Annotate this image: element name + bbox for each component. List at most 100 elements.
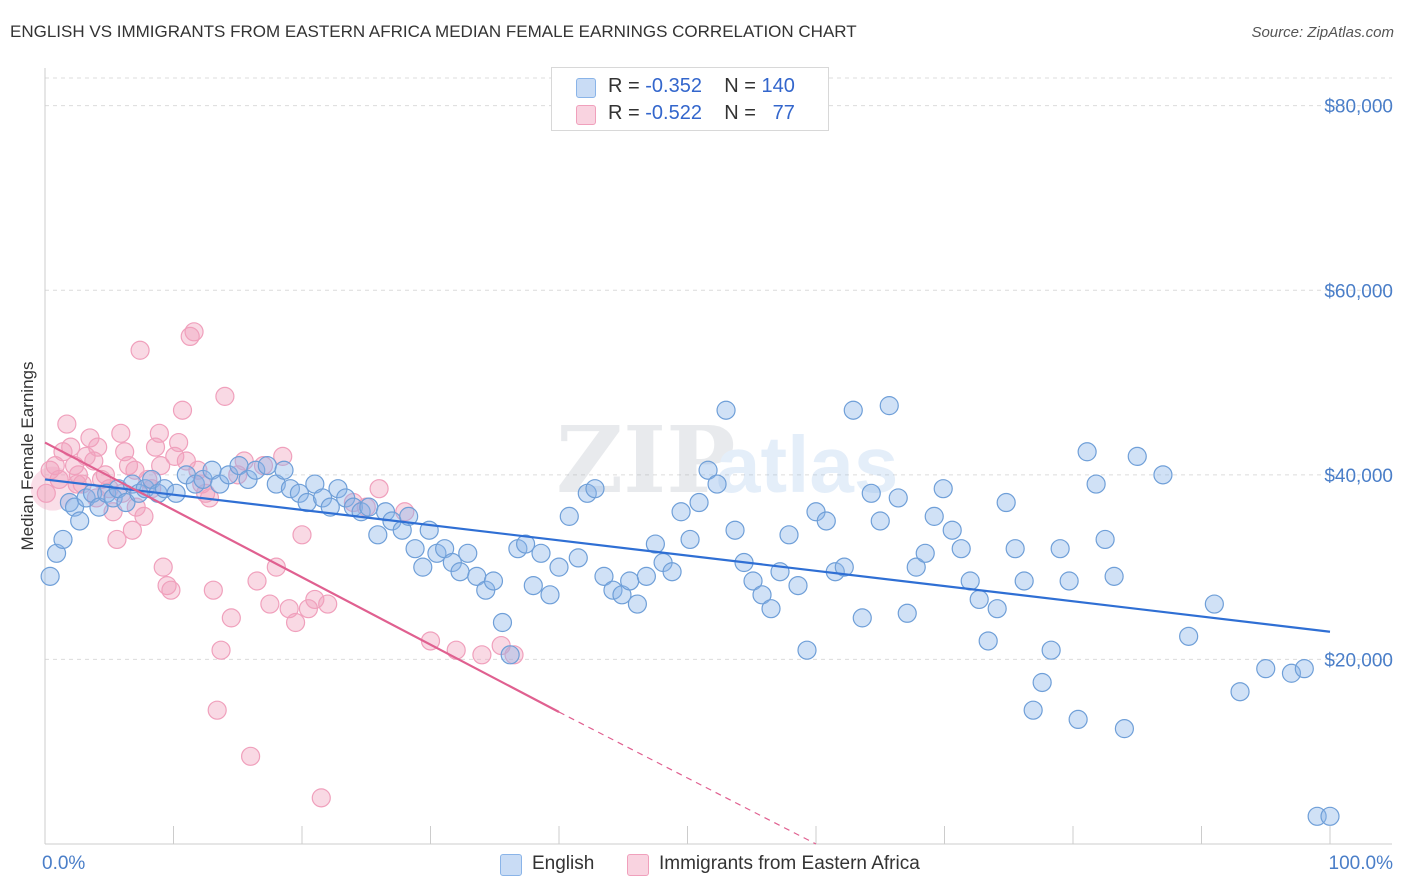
english-point — [1104, 566, 1124, 586]
immigrants-point — [215, 386, 235, 406]
english-point — [797, 640, 817, 660]
english-point — [716, 400, 736, 420]
y-tick-label: $60,000 — [1324, 281, 1393, 302]
immigrants-r-value: -0.522 — [645, 102, 702, 124]
english-point — [987, 599, 1007, 619]
english-point — [540, 585, 560, 605]
english-point — [951, 539, 971, 559]
immigrants-r-label: R = — [608, 102, 646, 124]
english-point — [1014, 571, 1034, 591]
trend-lines — [44, 441, 1331, 845]
x-tick-label-max: 100.0% — [1329, 853, 1394, 874]
immigrants-trend-extension — [558, 711, 817, 845]
english-point — [852, 608, 872, 628]
english-point — [888, 488, 908, 508]
english-point — [861, 483, 881, 503]
immigrants-point — [134, 506, 154, 526]
english-point — [274, 460, 294, 480]
english-point — [1086, 474, 1106, 494]
english-point — [1153, 465, 1173, 485]
immigrants-point — [318, 594, 338, 614]
english-point — [1095, 529, 1115, 550]
english-point — [816, 511, 836, 531]
english-point — [1050, 539, 1070, 559]
english-point — [359, 497, 379, 517]
x-tick-label-min: 0.0% — [42, 853, 85, 874]
english-point — [492, 612, 513, 633]
immigrants-legend-swatch — [627, 854, 649, 876]
immigrants-point — [184, 322, 204, 342]
immigrants-point — [273, 446, 293, 466]
english-point — [1114, 719, 1135, 739]
english-point — [413, 557, 433, 577]
immigrants-point — [472, 645, 492, 665]
immigrants-point — [369, 479, 389, 499]
english-point — [698, 460, 718, 480]
english-point — [1320, 806, 1340, 826]
english-point — [620, 571, 640, 591]
english-point — [1077, 442, 1097, 462]
english-point — [1059, 571, 1079, 591]
immigrants-point — [30, 466, 75, 511]
english-point — [879, 396, 899, 416]
english-legend-label: English — [532, 853, 595, 874]
english-legend-swatch — [500, 854, 522, 876]
immigrants-point — [241, 746, 261, 766]
english-point — [515, 534, 536, 554]
immigrants-point — [161, 580, 181, 600]
english-point — [924, 506, 944, 526]
immigrants-point — [247, 571, 267, 591]
immigrants-point — [111, 423, 131, 443]
english-point — [246, 460, 266, 480]
immigrants-point — [122, 520, 142, 540]
source-label: Source: ZipAtlas.com — [1251, 24, 1394, 41]
english-point — [933, 479, 953, 499]
english-point — [1204, 594, 1224, 614]
english-point — [725, 520, 745, 540]
english-point — [752, 585, 772, 605]
english-point — [1068, 709, 1088, 730]
english-point — [594, 566, 614, 586]
english-point — [1179, 626, 1199, 646]
immigrants-point — [107, 529, 127, 550]
english-point — [405, 539, 425, 559]
immigrants-point — [211, 640, 231, 660]
english-point — [662, 562, 682, 582]
english-point — [53, 529, 73, 550]
watermark-atlas: atlas — [716, 420, 898, 509]
english-r-value: -0.352 — [645, 75, 702, 97]
english-point — [103, 488, 123, 508]
immigrants-trend-line — [44, 441, 560, 714]
english-point — [707, 474, 727, 494]
english-point — [1256, 659, 1276, 679]
tick-labels: $20,000 $40,000 $60,000 $80,000 0.0% 100.0% — [42, 97, 1393, 874]
english-points — [40, 396, 1340, 826]
english-point — [978, 631, 998, 651]
english-point — [1005, 539, 1025, 559]
immigrants-point — [153, 557, 173, 577]
immigrants-point — [311, 788, 331, 808]
english-point — [761, 599, 781, 619]
english-n-label: N = — [724, 75, 762, 97]
english-point — [969, 589, 989, 610]
immigrants-point — [285, 612, 306, 633]
immigrants-point — [169, 432, 189, 453]
english-point — [1041, 640, 1061, 660]
english-point — [450, 562, 470, 582]
english-point — [671, 502, 691, 522]
english-point — [627, 594, 647, 614]
english-point — [1127, 446, 1147, 466]
watermark: ZIP atlas — [556, 406, 898, 514]
english-point — [559, 506, 579, 526]
immigrants-swatch — [576, 105, 596, 125]
immigrants-point — [446, 640, 466, 660]
english-point — [843, 400, 863, 420]
english-point — [743, 571, 763, 591]
english-point — [368, 525, 388, 545]
english-point — [500, 645, 520, 665]
english-point — [1230, 682, 1250, 702]
correlation-legend: R = -0.352 N = 140 R = -0.522 N = 77 — [551, 67, 829, 131]
immigrants-point — [130, 340, 150, 360]
english-swatch — [576, 78, 596, 98]
